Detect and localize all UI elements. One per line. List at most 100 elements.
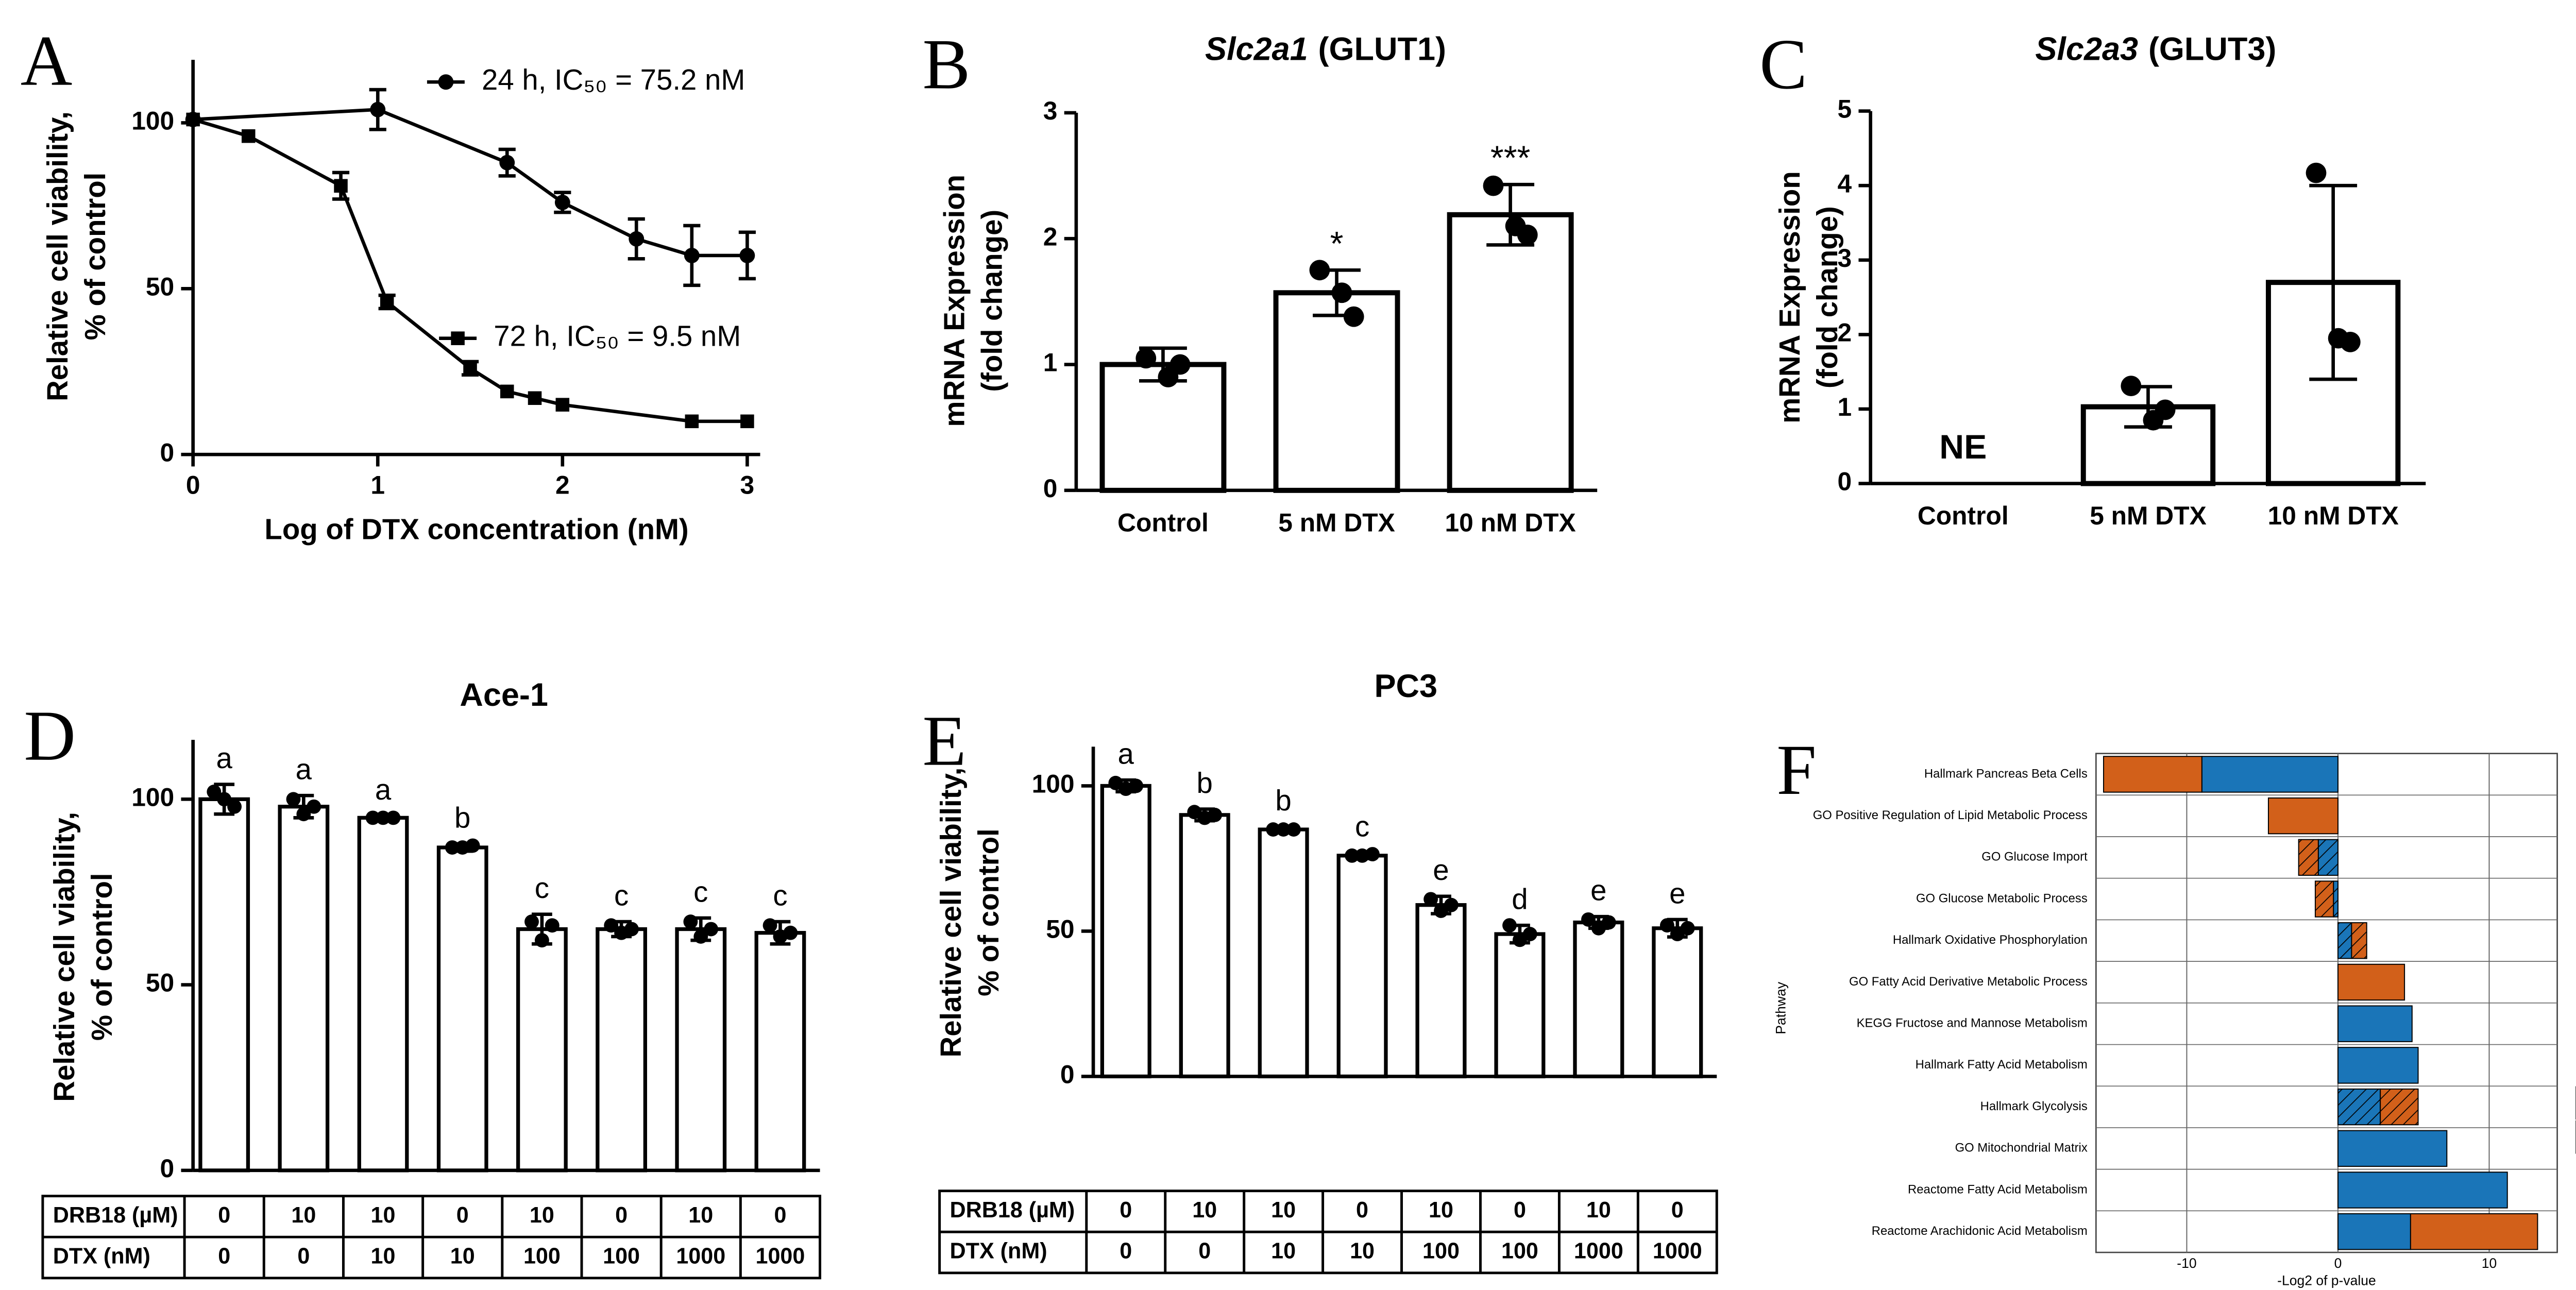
bar xyxy=(1652,926,1703,1079)
y-axis-label: % of control xyxy=(86,873,118,1041)
hatch xyxy=(2380,1089,2418,1125)
chart-title: PC3 xyxy=(1375,668,1438,704)
marker xyxy=(451,331,465,345)
marker xyxy=(370,101,386,117)
data-point xyxy=(2121,376,2142,397)
significance-label: a xyxy=(1118,738,1134,770)
category-label: Hallmark Fatty Acid Metabolism xyxy=(1916,1058,2088,1072)
table-cell: 100 xyxy=(523,1244,561,1268)
category-label: Hallmark Pancreas Beta Cells xyxy=(1924,767,2088,780)
significance-label: e xyxy=(1433,854,1449,886)
table-row-label: DRB18 (µM) xyxy=(950,1198,1075,1223)
data-point xyxy=(762,918,777,933)
bar xyxy=(1415,903,1467,1079)
x-tick-label: 10 nM DTX xyxy=(1445,508,1576,537)
y-tick-label: 100 xyxy=(131,783,174,811)
table-cell: 0 xyxy=(615,1203,628,1228)
x-tick-label: Control xyxy=(1117,508,1209,537)
marker xyxy=(186,112,200,127)
data-point xyxy=(1129,778,1144,793)
y-tick-label: 50 xyxy=(146,272,174,301)
bar xyxy=(516,927,568,1173)
x-tick-label: 2 xyxy=(555,470,570,499)
hatch xyxy=(2351,923,2367,959)
y-tick-label: 0 xyxy=(1838,467,1852,496)
data-point xyxy=(207,785,222,799)
significance-label: a xyxy=(296,753,312,786)
x-tick-label: 5 nM DTX xyxy=(1278,508,1395,537)
data-point xyxy=(1345,848,1360,863)
table-cell: 1000 xyxy=(756,1244,805,1268)
table-cell: 10 xyxy=(1350,1238,1375,1263)
data-point xyxy=(1170,354,1191,375)
hatch xyxy=(2318,839,2338,876)
y-axis-label: (fold change) xyxy=(976,210,1008,392)
y-tick-label: 2 xyxy=(1043,222,1058,251)
table-cell: 1000 xyxy=(1574,1238,1623,1263)
bar xyxy=(1273,290,1400,493)
hatch xyxy=(2337,923,2352,959)
data-point xyxy=(1365,847,1380,861)
y-tick-label: 50 xyxy=(146,969,174,997)
table-cell: 10 xyxy=(1586,1198,1611,1223)
panel-letter: C xyxy=(1759,25,1807,104)
hatch xyxy=(2315,881,2334,917)
y-tick-label: 50 xyxy=(1046,915,1074,944)
title-protein: (GLUT1) xyxy=(1318,31,1446,67)
category-label: GO Mitochondrial Matrix xyxy=(1955,1141,2088,1155)
data-point xyxy=(217,792,232,807)
data-point xyxy=(445,840,460,855)
bar xyxy=(596,927,647,1173)
significance-label: a xyxy=(216,742,233,774)
x-axis-label: Log of DTX concentration (nM) xyxy=(264,513,688,545)
table-cell: 0 xyxy=(218,1244,230,1268)
category-label: Reactome Fatty Acid Metabolism xyxy=(1908,1182,2088,1196)
significance-label: c xyxy=(1355,810,1369,843)
table-cell: 100 xyxy=(1501,1238,1538,1263)
table-row-label: DRB18 (µM) xyxy=(53,1203,178,1228)
data-point xyxy=(1286,822,1301,837)
category-label: GO Fatty Acid Derivative Metabolic Proce… xyxy=(1849,975,2088,989)
data-point xyxy=(376,810,391,825)
bar xyxy=(436,845,488,1173)
table-cell: 0 xyxy=(1120,1198,1132,1223)
category-label: GO Positive Regulation of Lipid Metaboli… xyxy=(1813,808,2088,822)
marker xyxy=(241,129,256,143)
significance-label: d xyxy=(1512,883,1528,915)
data-point xyxy=(783,925,798,940)
bar xyxy=(1447,212,1574,493)
data-point xyxy=(296,807,311,822)
hatch xyxy=(2333,881,2338,917)
marker xyxy=(684,247,700,263)
data-point xyxy=(704,922,719,937)
table-cell: 10 xyxy=(1192,1198,1217,1223)
panel-letter: B xyxy=(922,25,970,104)
bar xyxy=(754,931,806,1173)
y-axis-label: mRNA Expression xyxy=(938,175,971,427)
bar xyxy=(1100,784,1151,1079)
significance-label: c xyxy=(693,875,708,908)
significance-label: a xyxy=(375,773,392,806)
title-protein: (GLUT3) xyxy=(2148,31,2276,67)
y-axis-label: Relative cell viability, xyxy=(48,812,80,1102)
bar-segment xyxy=(2337,1005,2413,1042)
significance-label: * xyxy=(1330,225,1344,263)
table-cell: 0 xyxy=(1198,1238,1211,1263)
data-point xyxy=(534,933,549,948)
y-tick-label: 1 xyxy=(1043,348,1058,377)
data-point xyxy=(1136,348,1157,369)
y-axis-label: Relative cell viability, xyxy=(41,111,74,401)
category-label: Hallmark Oxidative Phosphorylation xyxy=(1893,933,2088,947)
data-point xyxy=(1276,822,1291,837)
marker xyxy=(740,414,754,429)
table-row-label: DTX (nM) xyxy=(950,1238,1047,1263)
table-cell: 0 xyxy=(1356,1198,1368,1223)
data-point xyxy=(1522,927,1537,942)
significance-label: b xyxy=(454,801,470,834)
bar xyxy=(1258,827,1309,1079)
bar-segment xyxy=(2103,756,2202,793)
value-label: NE xyxy=(1939,428,1987,466)
x-tick-label: 0 xyxy=(186,470,200,499)
data-point xyxy=(604,918,619,933)
